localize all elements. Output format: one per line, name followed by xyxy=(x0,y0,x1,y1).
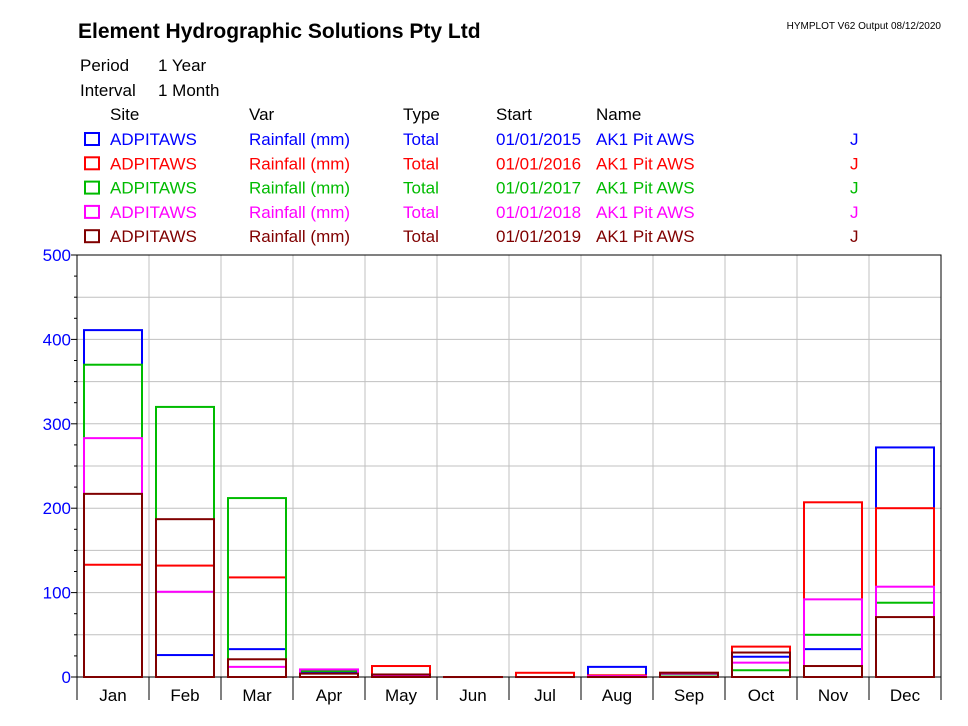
bar xyxy=(83,563,143,678)
x-tick-label: Mar xyxy=(242,686,272,705)
y-tick-label: 100 xyxy=(43,584,71,603)
legend-site: ADPITAWS xyxy=(110,227,197,246)
legend-site: ADPITAWS xyxy=(110,179,197,198)
legend-swatch xyxy=(84,204,100,219)
legend-name: AK1 Pit AWS xyxy=(596,154,695,173)
legend-var: Rainfall (mm) xyxy=(249,179,350,198)
bar xyxy=(155,564,215,678)
legend-header-site: Site xyxy=(110,105,139,124)
interval-value: 1 Month xyxy=(158,81,219,100)
bar xyxy=(299,672,359,679)
legend-name: AK1 Pit AWS xyxy=(596,130,695,149)
bar xyxy=(875,616,935,678)
x-tick-label: Jan xyxy=(99,686,126,705)
bar xyxy=(83,492,143,678)
y-tick-label: 200 xyxy=(43,499,71,518)
legend-site: ADPITAWS xyxy=(110,203,197,222)
legend-header-start: Start xyxy=(496,105,532,124)
bar xyxy=(227,658,287,679)
x-tick-label: Dec xyxy=(890,686,921,705)
bar xyxy=(731,669,791,678)
y-tick-label: 500 xyxy=(43,246,71,265)
legend-start: 01/01/2015 xyxy=(496,130,581,149)
bar xyxy=(155,405,215,678)
legend-name: AK1 Pit AWS xyxy=(596,227,695,246)
plot-area: 0 100 200 300 400 500 Jan Feb Mar Apr May Jun Jul Aug… xyxy=(43,246,942,705)
x-tick-label: Nov xyxy=(818,686,849,705)
bar xyxy=(227,497,287,678)
bar xyxy=(875,601,935,679)
legend-flag: J xyxy=(850,203,859,222)
bar xyxy=(659,671,719,679)
x-tick-label: Oct xyxy=(748,686,775,705)
interval-label: Interval xyxy=(80,81,136,100)
bar xyxy=(83,363,143,678)
legend-header-type: Type xyxy=(403,105,440,124)
legend-site: ADPITAWS xyxy=(110,130,197,149)
bar xyxy=(227,665,287,679)
x-tick-label: Jun xyxy=(459,686,486,705)
x-tick-label: Sep xyxy=(674,686,704,705)
legend-flag: J xyxy=(850,154,859,173)
company-title: Element Hydrographic Solutions Pty Ltd xyxy=(78,20,481,43)
bar xyxy=(803,665,863,679)
x-tick-label: Apr xyxy=(316,686,343,705)
legend-name: AK1 Pit AWS xyxy=(596,179,695,198)
y-tick-label: 300 xyxy=(43,415,71,434)
output-info: HYMPLOT V62 Output 08/12/2020 xyxy=(787,21,942,32)
x-tick-label: Jul xyxy=(534,686,556,705)
bar xyxy=(803,648,863,679)
x-tick-label: Feb xyxy=(170,686,199,705)
legend-swatch xyxy=(84,132,100,146)
legend-type: Total xyxy=(403,130,439,149)
legend-start: 01/01/2016 xyxy=(496,154,581,173)
legend-var: Rainfall (mm) xyxy=(249,203,350,222)
legend-swatch xyxy=(84,180,100,195)
legend-type: Total xyxy=(403,179,439,198)
legend-start: 01/01/2019 xyxy=(496,227,581,246)
legend-header-name: Name xyxy=(596,105,641,124)
legend: ADPITAWS Rainfall (mm) Total 01/01/2015 AK1 … xyxy=(84,130,859,246)
period-label: Period xyxy=(80,56,129,75)
legend-swatch xyxy=(84,156,100,171)
legend-site: ADPITAWS xyxy=(110,154,197,173)
bar xyxy=(803,501,863,678)
legend-name: AK1 Pit AWS xyxy=(596,203,695,222)
legend-start: 01/01/2018 xyxy=(496,203,581,222)
legend-start: 01/01/2017 xyxy=(496,179,581,198)
bar xyxy=(371,673,431,679)
x-tick-label: Aug xyxy=(602,686,632,705)
legend-var: Rainfall (mm) xyxy=(249,227,350,246)
legend-var: Rainfall (mm) xyxy=(249,130,350,149)
legend-swatch xyxy=(84,229,100,244)
bar xyxy=(155,654,215,679)
bar xyxy=(83,329,143,678)
y-tick-label: 400 xyxy=(43,330,71,349)
legend-header-var: Var xyxy=(249,105,275,124)
bar xyxy=(731,651,791,678)
bar xyxy=(731,655,791,679)
bar xyxy=(875,446,935,678)
legend-flag: J xyxy=(850,130,859,149)
bar xyxy=(803,633,863,678)
legend-type: Total xyxy=(403,203,439,222)
legend-type: Total xyxy=(403,227,439,246)
x-tick-label: May xyxy=(385,686,418,705)
bar xyxy=(227,648,287,679)
legend-var: Rainfall (mm) xyxy=(249,154,350,173)
period-value: 1 Year xyxy=(158,56,207,75)
bar xyxy=(875,585,935,679)
legend-flag: J xyxy=(850,179,859,198)
bar xyxy=(155,518,215,678)
y-tick-label: 0 xyxy=(62,668,71,687)
legend-flag: J xyxy=(850,227,859,246)
bar xyxy=(83,437,143,679)
legend-type: Total xyxy=(403,154,439,173)
